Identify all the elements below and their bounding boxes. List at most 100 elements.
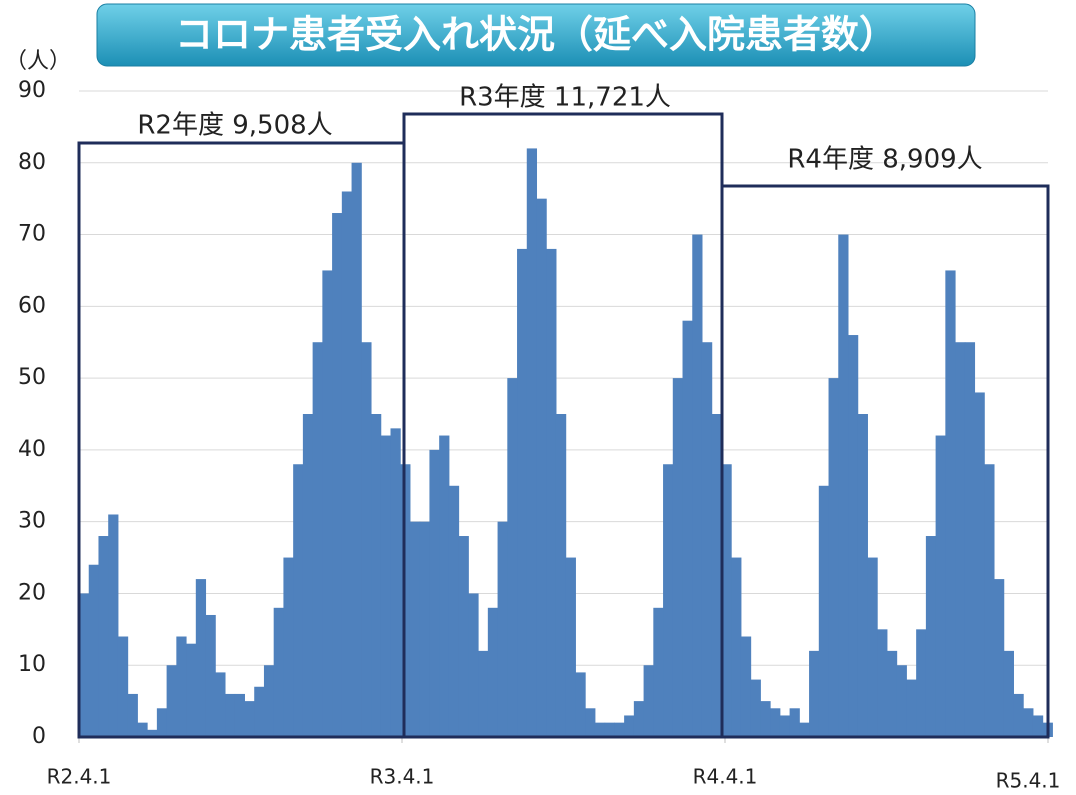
bar [585, 708, 596, 737]
bar [711, 414, 722, 737]
annotation: R4年度 8,909人 [787, 145, 982, 175]
bar [925, 536, 937, 737]
bar [945, 270, 956, 737]
bar [156, 708, 168, 737]
bar [497, 521, 508, 737]
y-tick-label: 70 [18, 222, 46, 247]
bar [740, 636, 752, 737]
bar [916, 629, 927, 737]
y-tick-label: 50 [18, 365, 46, 390]
bar [614, 722, 625, 737]
bar [137, 722, 148, 737]
bar [127, 693, 138, 737]
annotation: R3年度 11,721人 [459, 83, 671, 113]
bar [867, 557, 878, 737]
bar [750, 679, 761, 737]
bar [643, 665, 654, 737]
bar [108, 514, 119, 737]
y-tick-label: 60 [18, 293, 46, 318]
bar [478, 650, 489, 737]
bar [964, 342, 976, 737]
bar [147, 729, 158, 737]
x-tick-label: R4.4.1 [693, 765, 758, 789]
bar [215, 672, 226, 737]
bar [205, 614, 216, 737]
y-tick-label: 40 [18, 437, 46, 462]
bar [974, 392, 985, 737]
bar [429, 449, 440, 737]
bar [409, 521, 421, 737]
bar [448, 485, 460, 737]
bar [906, 679, 917, 737]
bar [1032, 715, 1044, 737]
bar [419, 521, 430, 737]
bar [117, 636, 129, 737]
bar [254, 686, 265, 737]
bar [877, 629, 888, 737]
bar [565, 557, 576, 737]
bar [555, 414, 567, 737]
bar [536, 198, 547, 737]
bar [283, 557, 294, 737]
bar [789, 708, 800, 737]
bar [848, 335, 859, 737]
bar [293, 464, 304, 737]
bar [79, 593, 90, 737]
bar [799, 722, 810, 737]
y-tick-label: 20 [18, 580, 46, 605]
bar [195, 579, 207, 737]
bar [439, 435, 450, 737]
bar [526, 148, 538, 737]
bar [838, 234, 849, 738]
bar [517, 248, 528, 737]
fiscal-year-box [720, 184, 1050, 739]
bar [371, 414, 382, 737]
bar [935, 435, 946, 737]
bar [244, 701, 255, 737]
x-tick-label: R3.4.1 [370, 765, 435, 789]
bar [955, 342, 966, 737]
bar [984, 464, 995, 737]
bar [458, 536, 469, 737]
bar [322, 270, 333, 737]
bar [663, 464, 674, 737]
bar [273, 607, 284, 737]
bar [186, 643, 197, 737]
y-axis-label: （人） [5, 49, 71, 74]
bar [575, 672, 586, 737]
bar [302, 414, 314, 737]
bar [604, 722, 615, 737]
bar [682, 320, 693, 737]
bar [672, 378, 684, 737]
bar [332, 213, 343, 737]
bar [886, 650, 898, 737]
bar [818, 485, 830, 737]
bar [828, 378, 839, 737]
bar [1023, 708, 1034, 737]
bar [760, 701, 771, 737]
bar [779, 715, 791, 737]
bar [692, 234, 703, 738]
annotation: R2年度 9,508人 [137, 111, 332, 141]
bar [380, 435, 391, 737]
bar [594, 722, 606, 737]
bar [507, 378, 518, 737]
y-tick-label: 80 [18, 150, 46, 175]
y-tick-label: 30 [18, 509, 46, 534]
y-tick-label: 0 [32, 724, 46, 749]
bar [361, 342, 372, 737]
x-tick-label: R2.4.1 [47, 765, 112, 789]
bar [98, 536, 109, 737]
title-banner [96, 3, 976, 67]
bar [653, 607, 664, 737]
y-tick-label: 90 [18, 78, 46, 103]
bar [225, 693, 236, 737]
bar [351, 162, 362, 737]
bar [312, 342, 323, 737]
bar [857, 414, 868, 737]
bar [731, 557, 742, 737]
bar [770, 708, 781, 737]
bar [896, 665, 907, 737]
bar [234, 693, 245, 737]
